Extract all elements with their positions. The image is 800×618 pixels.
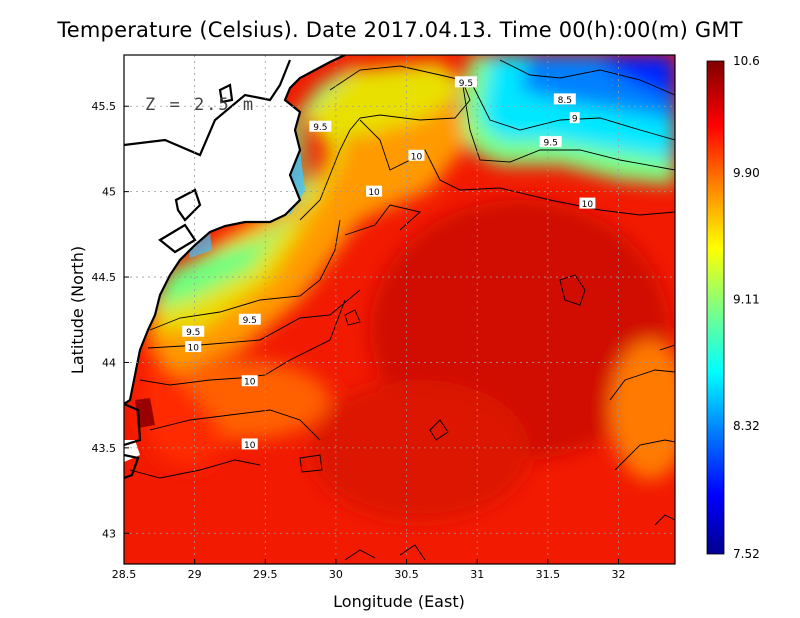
contour-label-bg [309,120,332,132]
contour-label: 10 [411,152,423,162]
contour-label-bg [553,93,576,105]
land-area [124,55,345,404]
y-tick-label: 44 [102,356,116,369]
x-axis-label: Longitude (East) [333,592,465,611]
contour-10-north [359,119,675,216]
lagoon-2 [158,223,197,254]
colorbar-tick-label: 7.52 [733,547,760,561]
colorbar-tick-label: 9.11 [733,292,760,306]
contour-label-bg [408,149,425,161]
coastline-main [124,55,346,405]
colorbar-tick-label: 9.90 [733,166,760,180]
y-tick-label: 45 [102,186,116,199]
contour-blob-4 [344,549,376,561]
contour-label: 9.5 [186,328,200,338]
x-tick-label: 30.5 [394,568,419,581]
contour-blob-1 [344,309,361,326]
contour-label: 9.5 [459,79,473,89]
contour-10-south [149,409,321,441]
contour-10-sw [129,459,261,479]
contour-label-bg [539,136,562,148]
temperature-field [124,55,675,564]
cool-east-patch [610,340,675,480]
x-tick-label: 30 [329,568,343,581]
contour-blob-6 [429,419,449,441]
contour-9-5-east [461,79,675,171]
contour-label-bg [238,313,261,325]
plot-frame [123,54,676,565]
y-tick-label: 43.5 [92,442,117,455]
depth-label: Z = 2.5 m [145,95,255,115]
chart-title: Temperature (Celsius). Date 2017.04.13. … [57,18,743,42]
y-tick-label: 43 [102,527,116,540]
coastline-south-bay [124,402,142,447]
contour-label: 8.5 [558,96,572,106]
contour-8-5 [499,59,675,96]
contour-label-bg [366,185,383,197]
contour-label-bg [185,341,202,353]
contour-label-bg [454,76,477,88]
y-axis-label: Latitude (North) [68,246,87,374]
contour-east-3 [614,439,675,471]
coastline [124,55,346,480]
contour-label-bg [241,375,258,387]
contour-labels: 9.5 8.59 9.5 9.5 10 10 10 9.5 9.5 10 10 10 [182,76,596,451]
x-tick-label: 29.5 [253,568,278,581]
x-tick-label: 32 [611,568,625,581]
coastline-south [124,453,140,480]
x-tick-label: 31.5 [536,568,561,581]
coastline-lagoon-north [124,59,292,157]
colorbar [706,60,725,555]
contour-label-bg [579,197,596,209]
y-tick-label: 44.5 [92,271,117,284]
contour-label: 9.5 [313,123,327,133]
colorbar-tick-label: 10.6 [733,54,760,68]
x-tick-label: 31 [470,568,484,581]
contour-label: 9.5 [544,139,558,149]
y-tick-label: 45.5 [92,100,117,113]
contour-label-bg [182,325,205,337]
ne-deep-blue [600,55,675,100]
contour-east-2 [609,369,675,401]
contour-label: 10 [244,378,256,388]
contour-blob-2 [299,454,323,473]
x-tick-label: 29 [188,568,202,581]
colorbar-labels: 10.6 9.90 9.11 8.32 7.52 [733,54,760,561]
grid [124,55,675,564]
x-axis-ticks: 28.5 29 29.5 30 30.5 31 31.5 32 [112,559,625,581]
contour-label-bg [241,438,258,450]
contour-lines [129,59,675,561]
contour-label: 10 [244,441,256,451]
contour-blob-3 [399,544,426,561]
islet [218,83,234,104]
contour-label-bg [569,112,580,124]
y-axis-ticks: 43 43.5 44 44.5 45 45.5 [92,100,129,540]
contour-warm-eddy [559,274,586,306]
contour-9-5-north [299,65,471,221]
contour-label: 10 [582,200,594,210]
contour-label: 9 [572,115,578,125]
warm-spot-coast [135,398,155,428]
contour-label: 10 [188,344,200,354]
contour-9 [469,79,675,141]
contour-east-1 [659,344,675,351]
contour-label: 9.5 [243,316,257,326]
coastal-green-band [150,62,360,310]
warm-south [310,380,530,520]
colorbar-tick-label: 8.32 [733,419,760,433]
contour-blob-5 [654,514,675,526]
contour-9-5-west [149,219,341,331]
southwest-red [140,330,230,470]
contour-label: 10 [368,188,380,198]
x-tick-label: 28.5 [112,568,137,581]
contour-10-loop [344,204,421,236]
